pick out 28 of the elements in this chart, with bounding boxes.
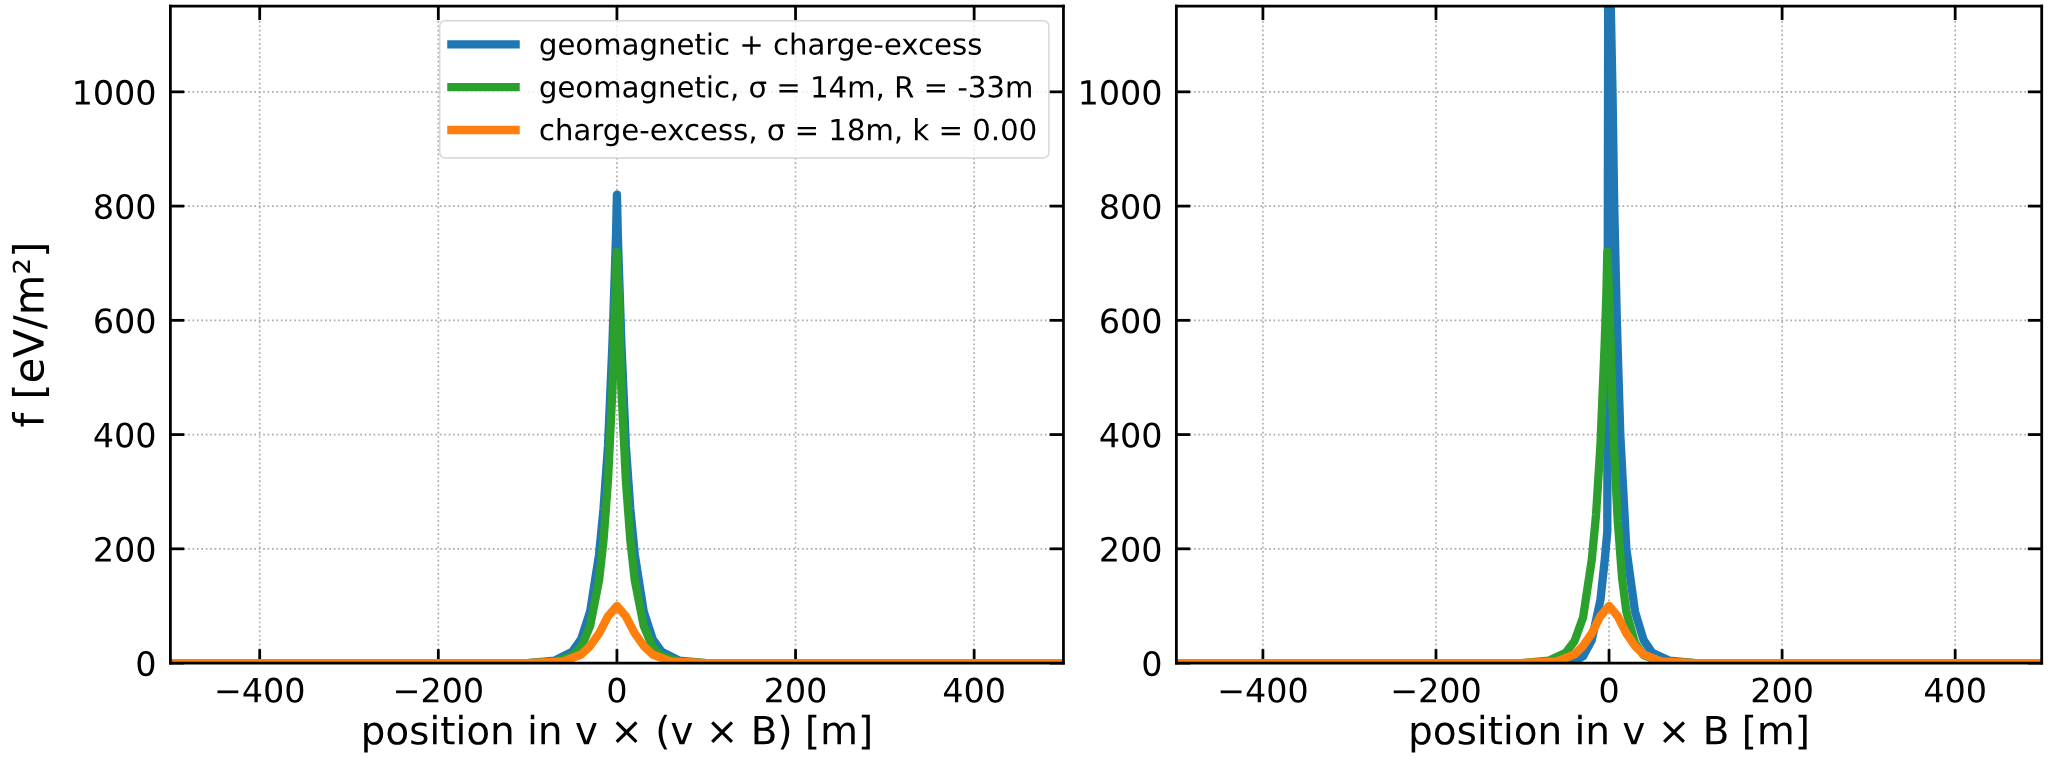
x-tick-label: 200 [1752,677,1812,703]
x-tick-label: 400 [943,677,1004,703]
x-axis-title: position in v × B [m] [1411,714,1807,753]
y-tick-label: 800 [1101,194,1161,220]
y-tick-label: 0 [1143,650,1161,677]
y-tick-label: 400 [1100,422,1161,448]
y-tick-label: 600 [1101,308,1161,334]
x-tick-label: −200 [396,677,482,703]
y-tick-label: 800 [95,194,155,220]
y-tick-label: 200 [95,536,155,562]
y-tick-label: 1000 [75,79,155,105]
x-tick-label: 200 [766,677,826,703]
legend-label: geomagnetic, σ = 14m, R = -33m [540,75,1031,104]
x-tick-label: 0 [1600,677,1618,703]
legend-label: charge-excess, σ = 18m, k = 0.00 [540,118,1036,147]
y-tick-label: 1000 [1081,79,1161,105]
y-tick-label: 0 [137,650,155,677]
x-axis-title: position in v × (v × B) [m] [364,714,870,753]
x-tick-label: −400 [1220,677,1307,703]
x-tick-label: 0 [608,677,626,703]
y-tick-label: 200 [1101,536,1161,562]
x-tick-label: −400 [217,677,304,703]
legend-label: geomagnetic + charge-excess [540,32,981,61]
x-tick-label: 400 [1924,677,1985,703]
x-tick-label: −200 [1393,677,1480,703]
y-tick-label: 600 [95,308,155,334]
y-axis-title: f [eV/m²] [11,245,50,427]
y-tick-label: 400 [94,422,155,448]
